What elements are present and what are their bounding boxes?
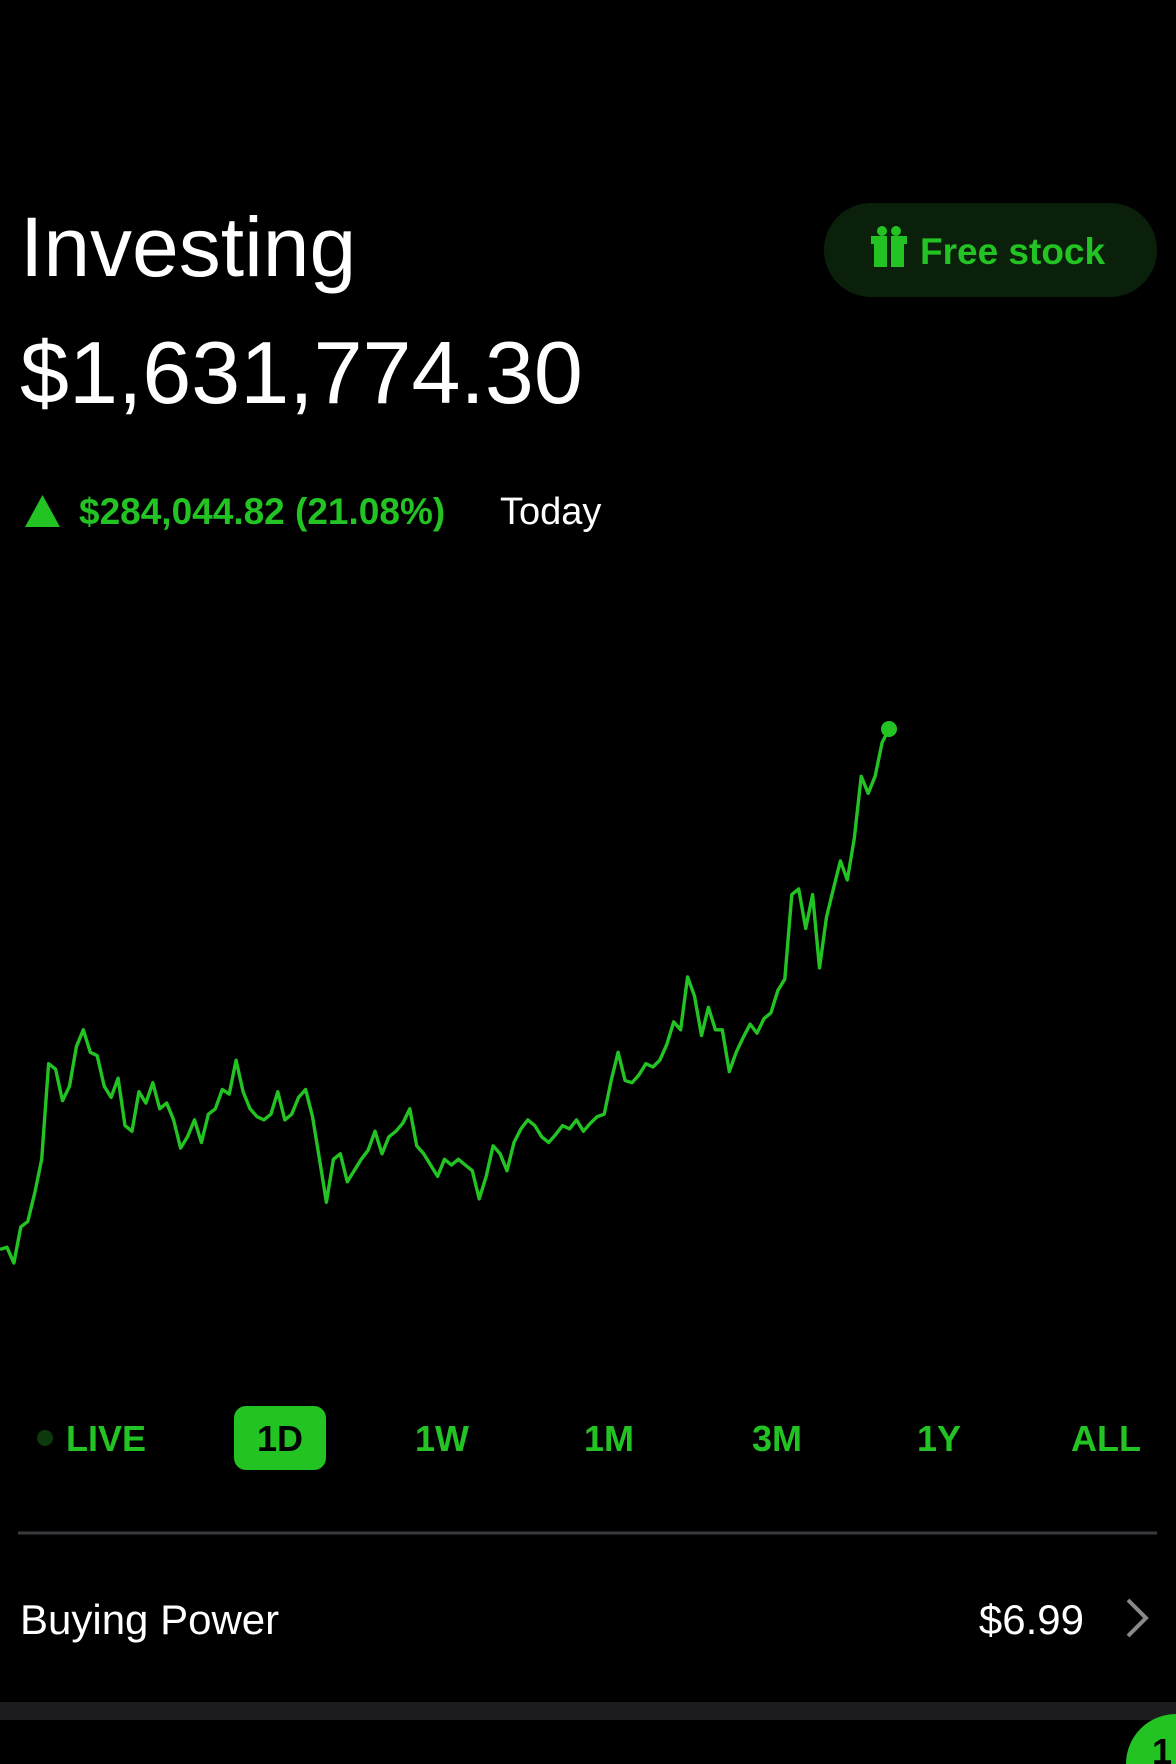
buying-power-label[interactable]: Buying Power <box>20 1596 279 1643</box>
period-option[interactable]: ALL <box>1071 1418 1141 1459</box>
period-selector: 1D 1W 1M 3M 1Y ALL <box>234 1406 1141 1470</box>
page-title: Investing <box>20 200 356 294</box>
change-period: Today <box>500 491 601 533</box>
buying-power-value[interactable]: $6.99 <box>979 1596 1084 1643</box>
portfolio-chart <box>0 721 897 1265</box>
period-option[interactable]: 1Y <box>917 1418 961 1459</box>
notification-badge[interactable] <box>1126 1714 1176 1764</box>
free-stock-label[interactable]: Free stock <box>920 231 1106 272</box>
day-change: $284,044.82 (21.08%) <box>79 491 445 532</box>
live-dot <box>37 1430 53 1446</box>
free-stock-button[interactable] <box>824 203 1157 297</box>
period-live[interactable]: LIVE <box>66 1418 146 1459</box>
badge-count: 1 <box>1152 1731 1172 1764</box>
period-selected-bg[interactable] <box>234 1406 326 1470</box>
up-arrow <box>25 495 60 527</box>
period-option[interactable]: 1D <box>257 1418 303 1459</box>
end-point <box>881 721 897 737</box>
chevron <box>1126 1598 1149 1638</box>
section-band <box>0 1702 1176 1720</box>
price-line <box>0 728 891 1265</box>
period-option[interactable]: 1M <box>584 1418 634 1459</box>
period-option[interactable]: 3M <box>752 1418 802 1459</box>
gift-ribbon <box>887 236 891 267</box>
portfolio-total: $1,631,774.30 <box>20 323 583 422</box>
period-option[interactable]: 1W <box>415 1418 469 1459</box>
